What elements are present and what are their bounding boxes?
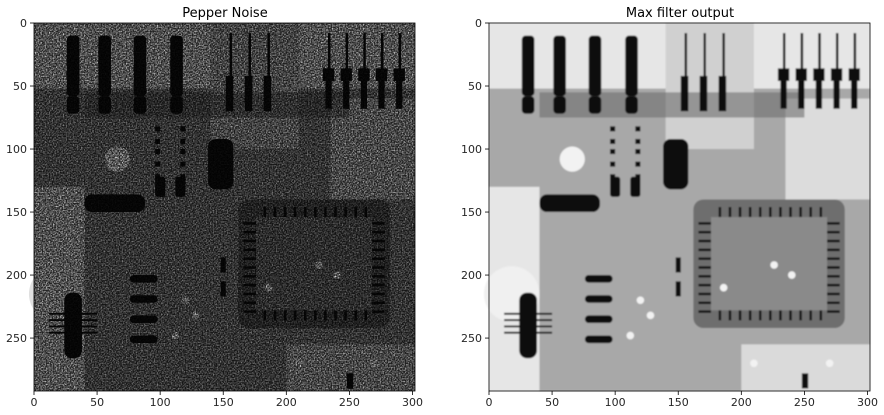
x-tick-label: 50 — [545, 396, 559, 409]
y-tick-label: 0 — [20, 17, 27, 30]
x-tick-label: 300 — [857, 396, 878, 409]
y-ticks-max: 0 50 100 150 200 250 — [461, 17, 489, 345]
y-tick-label: 200 — [6, 269, 27, 282]
y-tick-label: 250 — [461, 332, 482, 345]
y-tick-label: 100 — [461, 143, 482, 156]
y-tick-label: 50 — [468, 80, 482, 93]
axes-frame-pepper — [33, 22, 416, 392]
x-tick-label: 150 — [668, 396, 689, 409]
y-tick-label: 250 — [6, 332, 27, 345]
image-max-filter — [483, 23, 870, 391]
x-tick-label: 250 — [339, 396, 360, 409]
y-tick-label: 50 — [13, 80, 27, 93]
board-image — [483, 23, 870, 391]
x-tick-label: 250 — [794, 396, 815, 409]
y-tick-label: 150 — [461, 206, 482, 219]
x-tick-label: 0 — [31, 396, 38, 409]
panel-title-pepper: Pepper Noise — [182, 6, 267, 21]
panel-pepper-noise: Pepper Noise 0 50 100 150 200 250 300 0 50 100 15… — [6, 6, 423, 409]
x-tick-label: 150 — [213, 396, 234, 409]
y-tick-label: 0 — [475, 17, 482, 30]
y-tick-label: 200 — [461, 269, 482, 282]
x-ticks-max: 0 50 100 150 200 250 300 — [486, 391, 878, 409]
x-tick-label: 300 — [402, 396, 423, 409]
image-pepper-noise — [28, 23, 415, 391]
y-tick-label: 150 — [6, 206, 27, 219]
panel-max-filter: Max filter output 0 50 100 150 200 250 300 0 50… — [461, 6, 878, 409]
y-ticks-pepper: 0 50 100 150 200 250 — [6, 17, 34, 345]
x-tick-label: 100 — [150, 396, 171, 409]
x-tick-label: 100 — [605, 396, 626, 409]
x-tick-label: 0 — [486, 396, 493, 409]
x-tick-label: 200 — [276, 396, 297, 409]
board-image — [28, 23, 415, 391]
axes-frame-max — [488, 22, 871, 392]
x-tick-label: 50 — [90, 396, 104, 409]
x-tick-label: 200 — [731, 396, 752, 409]
x-ticks-pepper: 0 50 100 150 200 250 300 — [31, 391, 423, 409]
y-tick-label: 100 — [6, 143, 27, 156]
panel-title-max: Max filter output — [626, 6, 734, 21]
